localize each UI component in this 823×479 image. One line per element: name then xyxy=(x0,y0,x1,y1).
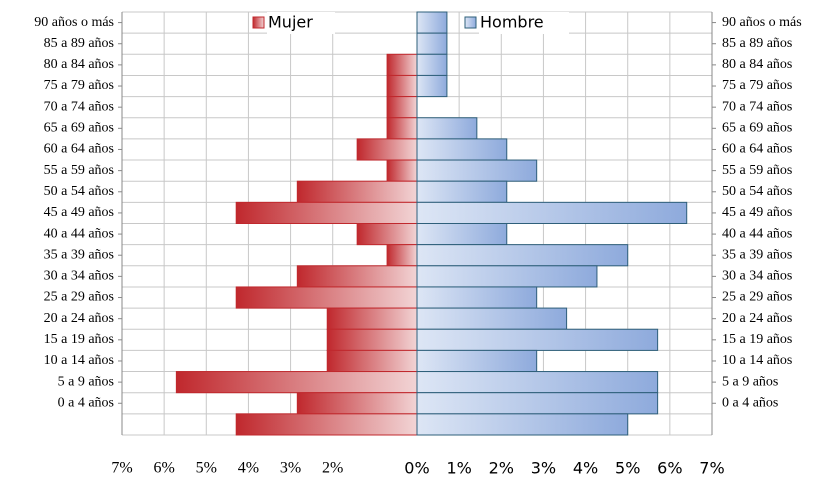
bar xyxy=(416,349,538,373)
y-label-right: 60 a 64 años xyxy=(722,142,792,157)
legend-bg xyxy=(267,12,335,34)
y-label-left: 30 a 34 años xyxy=(44,269,114,284)
legend-label: Mujer xyxy=(268,13,313,32)
y-label-right: 50 a 54 años xyxy=(722,184,792,199)
bar xyxy=(416,392,659,415)
bar xyxy=(416,32,448,55)
bar xyxy=(386,53,418,76)
bar xyxy=(416,244,629,267)
bar xyxy=(416,265,598,288)
y-label-right: 90 años o más xyxy=(722,15,802,30)
bar xyxy=(416,74,448,98)
bar xyxy=(356,138,418,161)
y-label-right: 15 a 19 años xyxy=(722,332,792,347)
y-label-left: 10 a 14 años xyxy=(44,353,114,368)
bar xyxy=(326,307,418,330)
x-tick-label: 5% xyxy=(615,459,640,478)
y-label-left: 80 a 84 años xyxy=(44,57,114,72)
x-tick-label: 0% xyxy=(404,459,429,478)
bar xyxy=(235,201,418,225)
y-label-right: 20 a 24 años xyxy=(722,311,792,326)
y-label-right: 85 a 89 años xyxy=(722,36,792,51)
bar xyxy=(386,96,418,119)
y-label-right: 35 a 39 años xyxy=(722,247,792,262)
x-tick-label: 3% xyxy=(280,460,301,477)
y-label-left: 70 a 74 años xyxy=(44,99,114,114)
bar xyxy=(386,159,418,182)
y-label-left: 40 a 44 años xyxy=(44,226,114,241)
y-label-left: 85 a 89 años xyxy=(44,36,114,51)
bar xyxy=(416,159,538,182)
y-label-right: 10 a 14 años xyxy=(722,353,792,368)
bar xyxy=(296,392,418,415)
x-tick-label: 1% xyxy=(446,459,471,478)
bar xyxy=(416,286,538,309)
bar xyxy=(416,201,688,225)
y-label-right: 40 a 44 años xyxy=(722,226,792,241)
bar xyxy=(416,223,508,246)
x-tick-label: 6% xyxy=(657,459,682,478)
bar xyxy=(296,265,418,288)
x-tick-label: 7% xyxy=(111,460,132,477)
y-label-right: 80 a 84 años xyxy=(722,57,792,72)
legend-label: Hombre xyxy=(480,13,544,32)
legend-swatch xyxy=(464,16,477,29)
legend-swatch xyxy=(252,16,265,29)
bar xyxy=(416,138,508,161)
y-label-right: 5 a 9 años xyxy=(722,374,778,389)
y-label-left: 55 a 59 años xyxy=(44,163,114,178)
y-label-left: 45 a 49 años xyxy=(44,205,114,220)
bar xyxy=(386,117,418,140)
x-tick-label: 4% xyxy=(573,459,598,478)
y-label-right: 45 a 49 años xyxy=(722,205,792,220)
y-label-left: 15 a 19 años xyxy=(44,332,114,347)
bar xyxy=(416,328,659,351)
bar xyxy=(326,328,418,351)
x-tick-label: 3% xyxy=(531,459,556,478)
bar xyxy=(326,349,418,373)
bar xyxy=(296,180,418,203)
bar xyxy=(386,74,418,98)
bar xyxy=(386,244,418,267)
y-label-right: 30 a 34 años xyxy=(722,269,792,284)
x-tick-label: 6% xyxy=(153,460,174,477)
x-tick-label: 5% xyxy=(196,460,217,477)
bar xyxy=(416,413,629,436)
y-label-left: 60 a 64 años xyxy=(44,142,114,157)
x-tick-label: 7% xyxy=(699,459,724,478)
bar xyxy=(416,371,659,394)
y-label-left: 75 a 79 años xyxy=(44,78,114,93)
bar xyxy=(416,180,508,203)
bar xyxy=(235,286,418,309)
y-label-left: 50 a 54 años xyxy=(44,184,114,199)
y-label-right: 75 a 79 años xyxy=(722,78,792,93)
x-tick-label: 2% xyxy=(489,459,514,478)
y-label-right: 0 a 4 años xyxy=(722,395,778,410)
x-tick-label: 4% xyxy=(238,460,259,477)
y-label-right: 55 a 59 años xyxy=(722,163,792,178)
y-label-right: 70 a 74 años xyxy=(722,99,792,114)
bar xyxy=(416,11,448,34)
bar xyxy=(356,223,418,246)
y-label-right: 25 a 29 años xyxy=(722,290,792,305)
bar xyxy=(175,371,418,394)
y-label-left: 20 a 24 años xyxy=(44,311,114,326)
bar xyxy=(416,53,448,76)
y-label-left: 65 a 69 años xyxy=(44,121,114,136)
y-label-left: 5 a 9 años xyxy=(58,374,114,389)
x-tick-label: 2% xyxy=(322,460,343,477)
y-label-left: 90 años o más xyxy=(34,15,114,30)
legend-bg xyxy=(479,12,569,34)
y-label-left: 35 a 39 años xyxy=(44,247,114,262)
y-label-right: 65 a 69 años xyxy=(722,121,792,136)
bar xyxy=(235,413,418,436)
y-label-left: 0 a 4 años xyxy=(58,395,114,410)
bar xyxy=(416,117,478,140)
bar xyxy=(416,307,568,330)
y-label-left: 25 a 29 años xyxy=(44,290,114,305)
